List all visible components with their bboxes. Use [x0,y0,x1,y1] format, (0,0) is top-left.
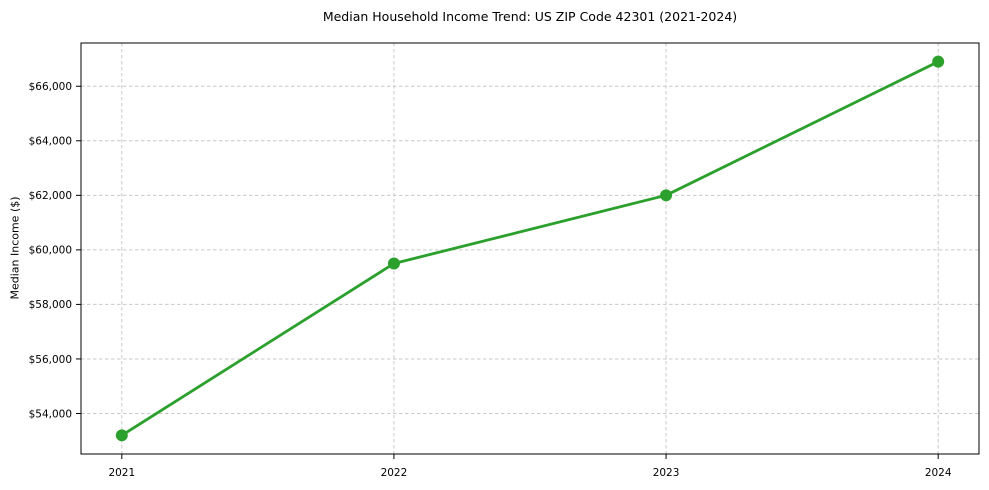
x-tick-label: 2023 [653,467,680,479]
y-tick-label: $60,000 [29,245,72,257]
data-point-2021 [115,429,128,442]
y-tick-label: $56,000 [29,354,72,366]
data-point-2024 [932,55,945,68]
y-tick-label: $62,000 [29,190,72,202]
x-tick-label: 2021 [108,467,135,479]
trend-line [120,60,940,437]
data-point-2023 [660,189,673,202]
data-point-2022 [387,257,400,270]
y-tick-label: $54,000 [29,408,72,420]
x-tick-label: 2024 [925,467,952,479]
chart-title: Median Household Income Trend: US ZIP Co… [322,9,738,24]
x-tick-label: 2022 [381,467,408,479]
plot-frame [80,42,980,455]
y-tick-label: $66,000 [29,81,72,93]
y-tick-label: $64,000 [29,136,72,148]
y-tick-label: $58,000 [29,299,72,311]
y-axis-label: Median Income ($) [8,196,22,300]
